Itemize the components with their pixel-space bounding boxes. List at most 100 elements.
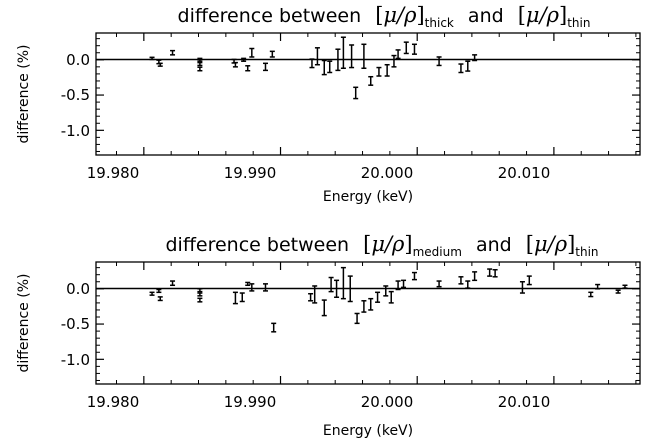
data-point [403,41,409,55]
data-point [327,60,333,74]
data-point [170,280,176,287]
data-point [170,49,176,56]
data-point [465,280,471,289]
y-axis-label: difference (%) [16,45,32,144]
data-point [388,290,394,304]
data-point [197,292,203,297]
data-point [262,62,268,72]
data-point [595,283,601,290]
data-point [353,86,359,100]
y-tick-label: -0.5 [61,86,90,104]
data-point [383,285,389,297]
axis-ticks [96,33,640,155]
data-point [340,36,346,70]
x-tick-label: 19.980 [87,393,140,411]
data-points [149,266,628,333]
panel-medium-vs-thin: difference between [μ/ρ]medium and [μ/ρ]… [16,232,641,439]
data-point [157,62,163,67]
x-tick-label: 19.990 [224,393,277,411]
data-point [232,61,238,68]
title-symbol: μ/ρ [371,232,405,256]
x-axis-label: Energy (keV) [323,189,413,205]
x-tick-label: 20.000 [361,393,414,411]
plot-frame [95,261,641,385]
data-point [436,56,442,67]
data-point [354,312,360,325]
x-tick-label: 19.990 [224,164,277,182]
data-point [249,283,255,292]
title-conjunction: and [468,5,504,27]
y-tick-label: 0.0 [66,280,90,298]
title-subscript-a: thick [425,16,454,30]
axis-ticks [96,262,640,384]
data-point [156,288,162,294]
title-symbol: μ/ρ [383,3,417,27]
y-tick-label: -1.0 [61,351,90,369]
data-point [197,66,203,72]
panel-title: difference between [μ/ρ]medium and [μ/ρ]… [165,232,598,261]
data-point [245,65,251,72]
data-point [271,322,277,333]
data-point [269,50,275,58]
data-point [239,292,245,303]
data-point [245,281,251,287]
data-point [615,289,621,294]
y-tick-label: -0.5 [61,315,90,333]
data-point [197,288,203,293]
data-point [335,48,341,72]
data-point [458,63,464,74]
title-subscript-b: thin [567,16,590,30]
data-point [197,57,203,62]
data-point [321,299,327,317]
data-point [458,276,464,285]
data-point [391,54,397,68]
data-point [149,56,155,61]
data-point [309,58,315,69]
data-point [384,63,390,77]
data-point [411,271,417,281]
data-point [197,61,203,67]
data-point [361,300,367,313]
data-point [361,43,367,70]
data-point [232,291,238,305]
x-tick-label: 20.010 [498,393,551,411]
data-point [262,283,268,292]
data-point [436,280,442,288]
data-point [321,59,327,76]
data-point [395,280,401,291]
data-point [472,271,478,282]
data-point [465,60,471,72]
data-point [588,291,594,298]
title-lead: difference between [178,5,362,27]
data-point [157,296,163,302]
data-point [395,49,401,60]
data-point [492,269,498,278]
data-point [314,47,320,66]
x-axis-label: Energy (keV) [323,423,413,439]
data-point [334,279,340,299]
data-points [149,36,478,100]
x-tick-label: 20.000 [361,164,414,182]
panel-title: difference between [μ/ρ]thick and [μ/ρ]t… [178,3,591,32]
title-conjunction: and [476,234,512,256]
data-point [312,285,318,304]
panel-thick-vs-thin: difference between [μ/ρ]thick and [μ/ρ]t… [16,3,641,205]
y-axis-label: difference (%) [16,274,32,373]
data-point [411,43,417,55]
data-point [328,276,334,293]
data-point [349,44,355,69]
data-point [340,266,346,300]
data-point [472,54,478,62]
title-lead: difference between [165,234,349,256]
title-symbol: μ/ρ [534,232,568,256]
data-point [368,297,374,311]
data-point [241,57,247,62]
data-point [249,47,255,58]
data-point [308,292,314,302]
data-point [376,66,382,77]
data-point [401,279,407,289]
data-point [347,275,353,303]
title-symbol: μ/ρ [526,3,560,27]
plot-frame [95,32,641,156]
